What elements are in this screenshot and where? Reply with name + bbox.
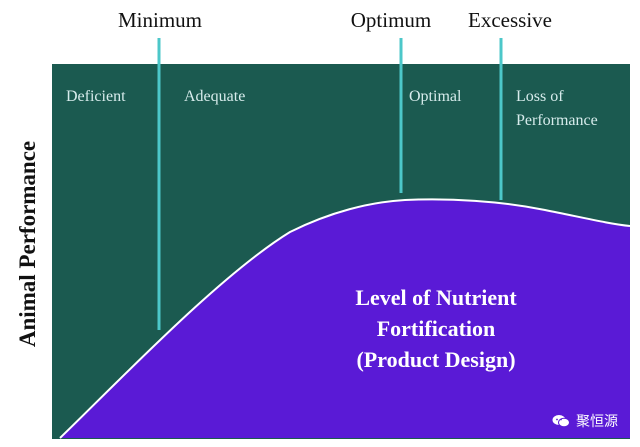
zone-label-loss-line-2: Performance	[516, 112, 598, 129]
zone-label-optimal-line: Optimal	[409, 88, 462, 105]
zone-label-adequate-line: Adequate	[184, 88, 246, 105]
area-label-line-3: (Product Design)	[356, 347, 516, 372]
performance-curve	[59, 198, 631, 439]
zone-label-deficient: Deficient	[66, 85, 126, 109]
zone-label-deficient-line: Deficient	[66, 88, 126, 105]
y-axis-label: Animal Performance	[15, 140, 40, 348]
curve-fill	[60, 199, 630, 438]
area-label-line-2: Fortification	[376, 316, 496, 341]
marker-label-minimum: Minimum	[117, 8, 203, 32]
watermark: 聚恒源	[552, 411, 618, 431]
area-label: Level of Nutrient Fortification (Product…	[355, 282, 516, 375]
zone-label-loss-of-performance: Loss of Performance	[516, 85, 598, 133]
marker-label-optimum: Optimum	[350, 8, 432, 32]
zone-label-loss-line-1: Loss of	[516, 88, 564, 105]
watermark-text: 聚恒源	[576, 414, 618, 430]
marker-label-excessive: Excessive	[468, 8, 552, 32]
area-label-line-1: Level of Nutrient	[355, 285, 517, 310]
zone-label-adequate: Adequate	[184, 85, 245, 109]
wechat-icon	[552, 415, 570, 428]
zone-label-optimal: Optimal	[409, 85, 461, 109]
